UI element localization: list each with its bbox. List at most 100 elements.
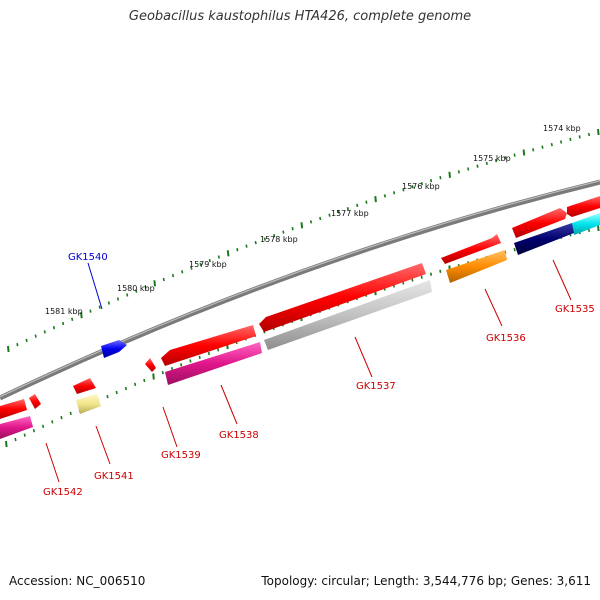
gene-GK1542[interactable]	[0, 399, 27, 419]
gene-GK1539[interactable]	[145, 358, 156, 372]
outer-track-tick	[245, 244, 248, 248]
outer-track-tick	[16, 343, 19, 347]
genome-backbone-highlight	[0, 180, 600, 398]
outer-track-tick	[135, 289, 138, 293]
outer-track-tick	[494, 158, 498, 163]
kbp-label-1581: 1581 kbp	[45, 307, 83, 316]
outer-track-tick	[356, 203, 359, 208]
kbp-label-1575: 1575 kbp	[473, 154, 511, 163]
gene-navy[interactable]	[514, 223, 574, 255]
gene-label-GK1538[interactable]: GK1538	[219, 430, 259, 441]
inner-track-tick	[143, 378, 146, 383]
inner-track-tick	[189, 359, 192, 363]
outer-track-tick	[98, 305, 101, 309]
outer-track-tick	[116, 297, 120, 301]
gene-GK1537[interactable]	[264, 280, 432, 350]
outer-track-tick	[485, 161, 488, 166]
outer-track-tick	[541, 145, 544, 149]
outer-track-tick	[43, 330, 46, 334]
gene-GK1538[interactable]	[165, 342, 262, 385]
gene-label-GK1540[interactable]: GK1540	[68, 252, 108, 263]
outer-track-tick	[282, 230, 285, 234]
outer-track-tick	[162, 277, 165, 282]
gene-GK1541[interactable]	[76, 394, 101, 414]
kbp-label-1580: 1580 kbp	[117, 284, 155, 293]
kbp-scale: 1574 kbp 1575 kbp 1576 kbp 1577 kbp 1578…	[45, 124, 581, 316]
outer-track-tick	[476, 164, 479, 168]
gene-label-GK1536[interactable]: GK1536	[486, 333, 526, 344]
outer-track-tick	[504, 156, 507, 160]
outer-track-tick	[34, 334, 37, 338]
connector-GK1535	[552, 259, 572, 301]
outer-track-tick	[80, 312, 83, 319]
gene-red-1536a[interactable]	[441, 234, 501, 264]
genome-summary-text: Topology: circular; Length: 3,544,776 bp…	[261, 574, 591, 588]
inner-track-tick	[115, 390, 118, 395]
outer-track-tick	[467, 167, 470, 171]
gene-label-GK1539[interactable]: GK1539	[161, 450, 201, 461]
outer-track-tick	[144, 285, 147, 289]
outer-tick-track	[7, 128, 600, 353]
gene-red-1541a[interactable]	[73, 378, 96, 394]
gene-red-1538a[interactable]	[161, 325, 256, 366]
gene-label-GK1541[interactable]: GK1541	[94, 471, 134, 482]
outer-track-tick	[7, 345, 10, 353]
outer-track-tick	[569, 137, 572, 142]
kbp-label-1579: 1579 kbp	[189, 260, 227, 269]
connector-GK1541	[95, 425, 111, 465]
outer-track-tick	[208, 258, 211, 263]
connector-GK1539	[162, 406, 178, 448]
kbp-label-1577: 1577 kbp	[331, 209, 369, 218]
gene-red-1534[interactable]	[512, 208, 567, 238]
genome-backbone	[0, 179, 600, 401]
connector-GK1538	[220, 384, 238, 425]
outer-track-tick	[126, 293, 129, 297]
outer-track-tick	[300, 222, 304, 229]
gene-red-1542b[interactable]	[29, 394, 41, 409]
gene-GK1540[interactable]	[101, 340, 127, 358]
inner-track-tick	[420, 275, 423, 279]
outer-track-tick	[365, 200, 368, 204]
inner-track-tick	[198, 355, 201, 359]
outer-track-tick	[89, 309, 92, 313]
outer-track-tick	[522, 149, 526, 156]
inner-track-tick	[42, 424, 45, 428]
inner-track-tick	[597, 224, 600, 232]
outer-track-tick	[448, 171, 451, 178]
inner-track-tick	[14, 437, 17, 442]
outer-track-tick	[107, 301, 110, 305]
outer-track-tick	[439, 176, 442, 180]
gene-GK1536[interactable]	[446, 250, 507, 283]
gene-GK1535[interactable]	[567, 196, 600, 217]
gene-pink-left[interactable]	[0, 416, 33, 439]
outer-track-tick	[52, 326, 56, 330]
gene-cyan-right[interactable]	[572, 213, 600, 235]
outer-track-tick	[532, 148, 535, 152]
kbp-label-1576: 1576 kbp	[402, 182, 440, 191]
outer-track-tick	[457, 170, 460, 174]
inner-track-tick	[513, 248, 516, 252]
outer-track-tick	[319, 216, 322, 221]
outer-track-tick	[236, 248, 239, 252]
outer-track-tick	[226, 250, 230, 257]
inner-track-tick	[32, 429, 35, 433]
inner-track-tick	[161, 370, 164, 375]
outer-track-tick	[550, 142, 553, 147]
inner-track-tick	[60, 415, 63, 420]
outer-track-tick	[597, 128, 600, 136]
inner-track-tick	[51, 420, 54, 424]
inner-track-tick	[217, 348, 220, 352]
outer-track-tick	[337, 210, 340, 214]
gene-label-GK1537[interactable]: GK1537	[356, 381, 396, 392]
label-connectors	[45, 259, 572, 483]
inner-track-tick	[207, 351, 210, 356]
outer-track-tick	[217, 255, 220, 259]
gene-label-GK1542[interactable]: GK1542	[43, 487, 83, 498]
gene-labels: GK1540 GK1535 GK1536 GK1537 GK1538 GK153…	[43, 252, 595, 498]
gene-label-GK1535[interactable]: GK1535	[555, 304, 595, 315]
connector-GK1542	[45, 442, 60, 483]
kbp-label-1574: 1574 kbp	[543, 124, 581, 133]
inner-track-tick	[23, 433, 26, 437]
gene-red-1537a[interactable]	[259, 263, 426, 332]
